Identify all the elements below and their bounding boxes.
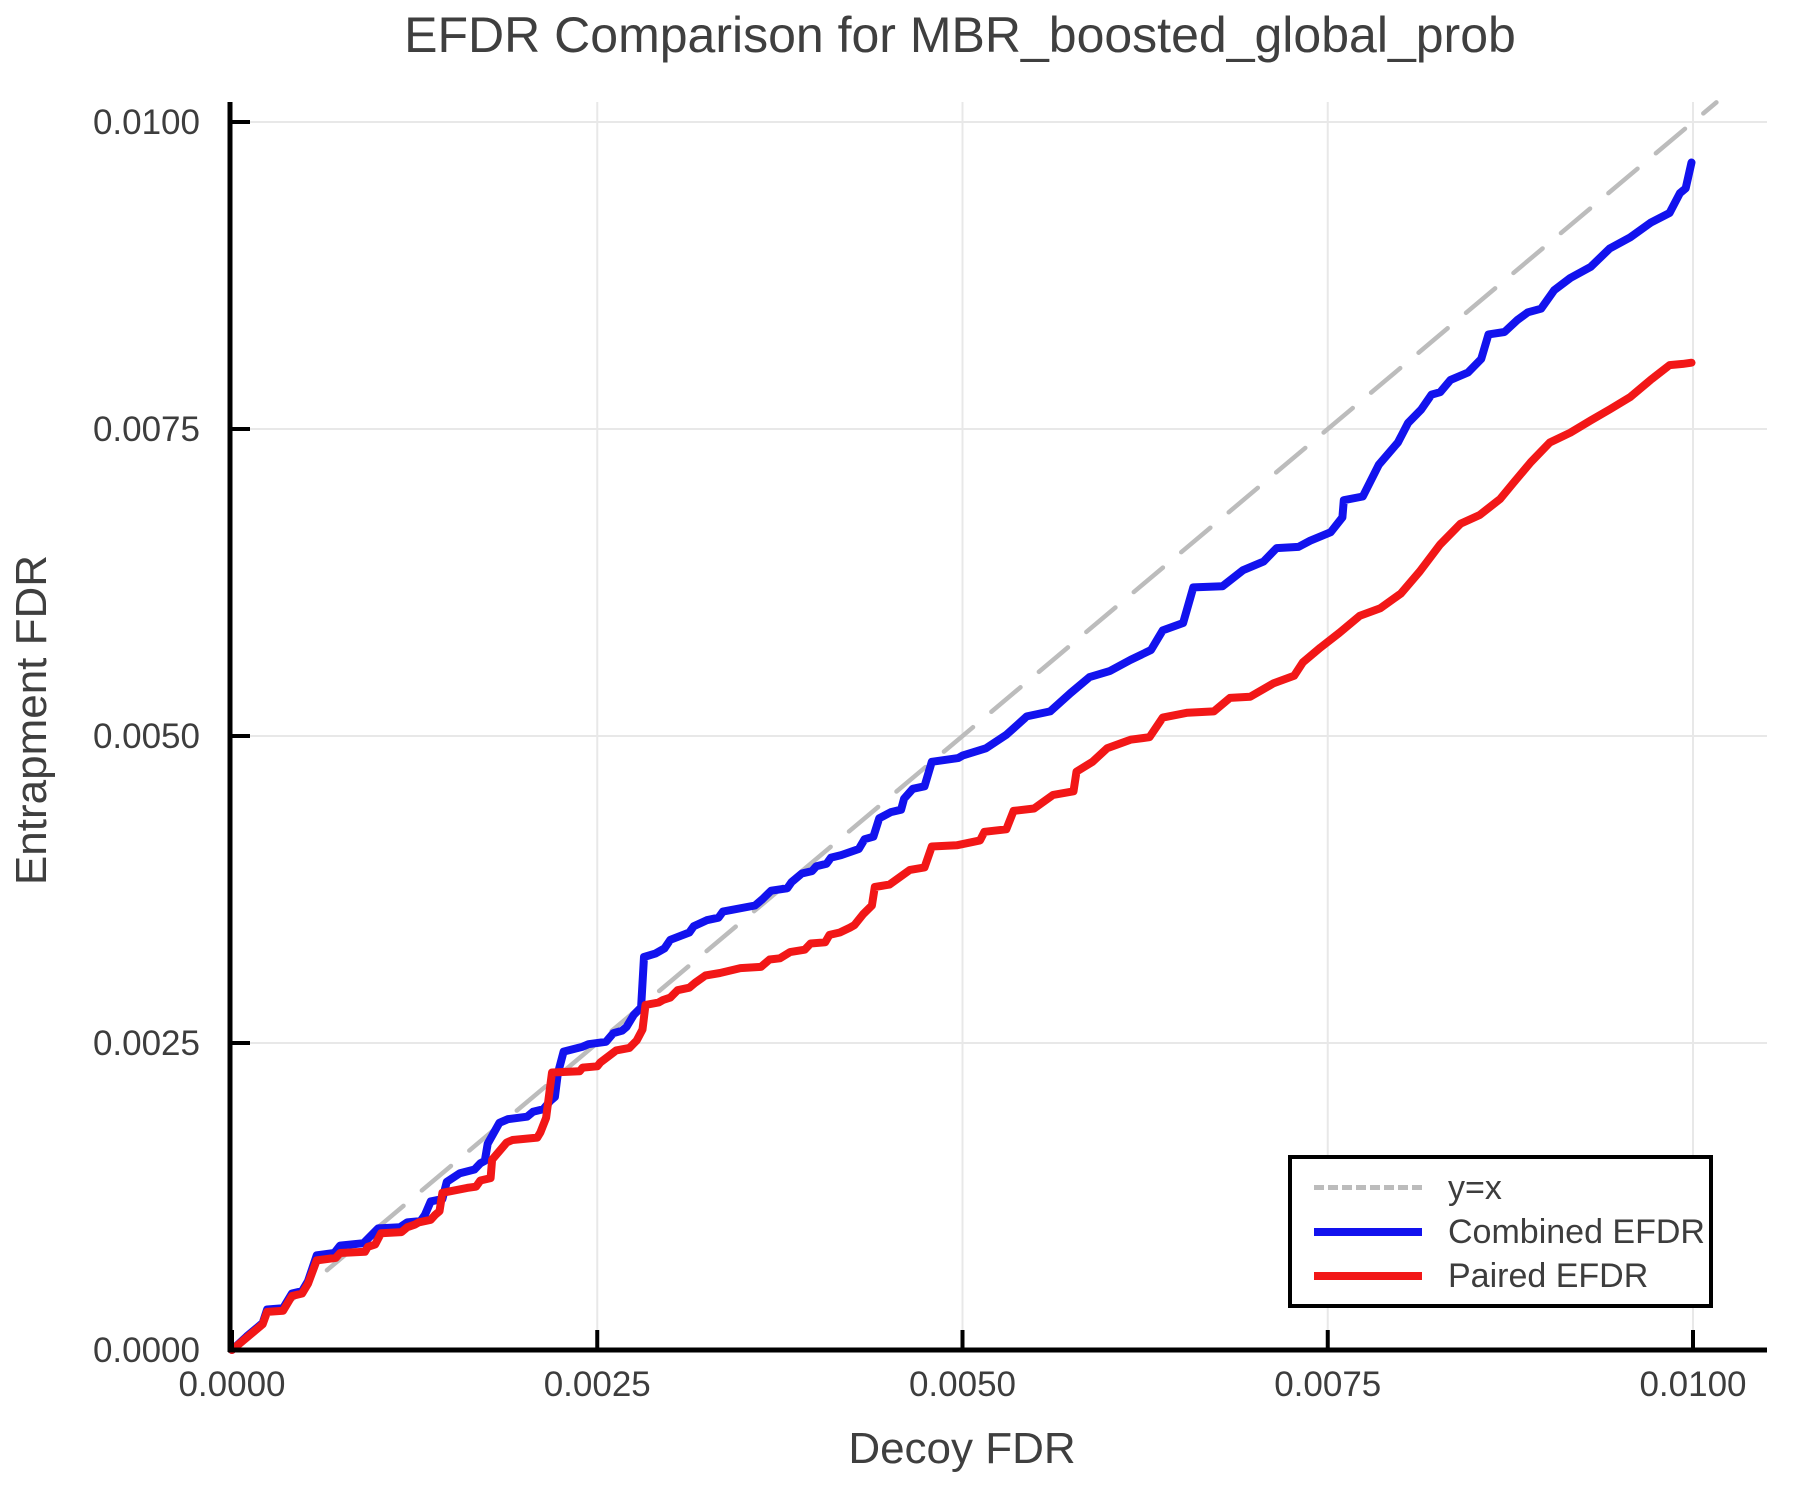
y-tick-label: 0.0000 xyxy=(93,1331,200,1370)
series-combined-efdr xyxy=(228,158,1696,1354)
x-tick-label: 0.0100 xyxy=(1639,1365,1746,1404)
x-axis-label: Decoy FDR xyxy=(848,1424,1076,1473)
x-tick-label: 0.0025 xyxy=(544,1365,651,1404)
y-tick-label: 0.0075 xyxy=(93,410,200,449)
legend-label: Paired EFDR xyxy=(1448,1256,1649,1295)
red-line-sample-icon xyxy=(1314,1271,1422,1280)
legend-item-combined-efdr: Combined EFDR xyxy=(1314,1213,1709,1251)
series-y-x xyxy=(229,100,1719,1353)
legend-label: y=x xyxy=(1448,1168,1502,1207)
y-tick-label: 0.0025 xyxy=(93,1024,200,1063)
blue-line-sample-icon xyxy=(1314,1227,1422,1236)
legend-label: Combined EFDR xyxy=(1448,1212,1705,1251)
series-paired-efdr xyxy=(228,358,1696,1354)
x-tick-label: 0.0050 xyxy=(909,1365,1016,1404)
legend-item-paired-efdr: Paired EFDR xyxy=(1314,1257,1709,1295)
y-tick-label: 0.0050 xyxy=(93,717,200,756)
y-tick-label: 0.0100 xyxy=(93,103,200,142)
x-tick-label: 0.0075 xyxy=(1274,1365,1381,1404)
legend: y=x Combined EFDR Paired EFDR xyxy=(1288,1155,1713,1308)
y-axis-label: Entrapment FDR xyxy=(7,554,56,886)
chart-title: EFDR Comparison for MBR_boosted_global_p… xyxy=(404,7,1516,63)
legend-item-identity: y=x xyxy=(1314,1169,1709,1207)
x-tick-label: 0.0000 xyxy=(178,1365,285,1404)
dashed-line-sample-icon xyxy=(1314,1185,1422,1190)
